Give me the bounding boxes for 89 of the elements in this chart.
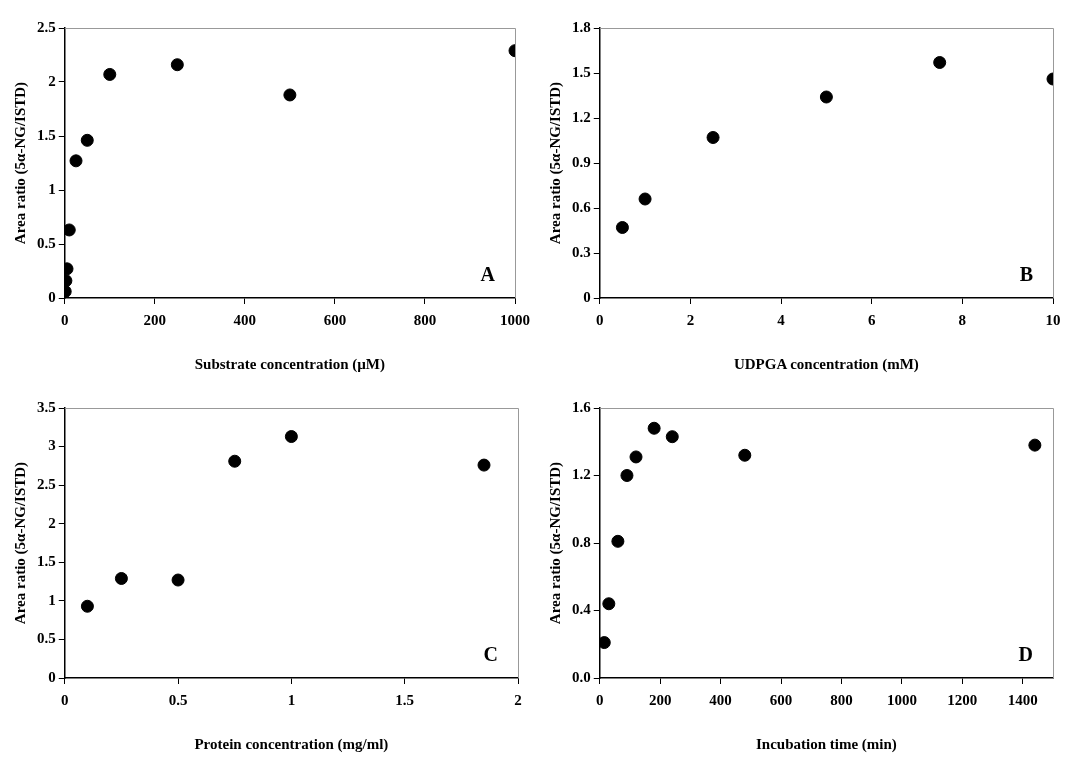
y-tick-label: 1.5	[37, 553, 56, 570]
y-tick-label: 1.2	[572, 108, 591, 125]
x-tick-label: 1400	[1007, 691, 1038, 708]
annotation: D	[1018, 643, 1033, 666]
y-tick-label: 0.9	[572, 153, 591, 170]
y-tick-label: 3	[48, 437, 56, 454]
y-tick-label: 1.2	[572, 466, 591, 483]
point	[615, 221, 629, 234]
x-tick-label: 200	[143, 311, 167, 328]
point	[665, 430, 679, 444]
x-axis-title: UDPGA concentration (mM)	[733, 355, 919, 373]
y-tick-label: 0.6	[572, 198, 592, 215]
point	[228, 454, 242, 468]
point	[171, 573, 185, 587]
x-tick-label: 0	[61, 311, 69, 328]
point	[620, 469, 634, 482]
annotation: A	[480, 263, 496, 286]
point	[284, 430, 298, 444]
y-axis-title: Area ratio (5α-NG/ISTD)	[546, 81, 564, 245]
point	[611, 534, 625, 548]
y-tick-label: 1	[48, 180, 56, 197]
point	[933, 56, 947, 69]
y-tick-label: 0.5	[37, 234, 56, 251]
x-tick-label: 400	[233, 311, 257, 328]
x-axis-title: Substrate concentration (µM)	[194, 355, 386, 373]
y-tick-label: 0.5	[37, 630, 56, 647]
x-tick-label: 1.5	[395, 691, 415, 708]
x-tick-label: 600	[769, 691, 793, 708]
x-tick-label: 2	[686, 311, 695, 328]
x-tick-label: 1200	[947, 691, 978, 708]
x-tick-label: 200	[648, 691, 672, 708]
point	[629, 450, 643, 464]
point	[738, 448, 752, 462]
y-tick-label: 2	[48, 72, 56, 89]
annotation: C	[483, 643, 498, 666]
y-tick-label: 0.4	[572, 601, 592, 618]
point	[477, 458, 491, 472]
y-tick-label: 1.5	[37, 126, 56, 143]
x-tick-label: 6	[867, 311, 876, 328]
x-tick-label: 600	[323, 311, 347, 328]
y-tick-label: 1.8	[572, 18, 591, 35]
point	[283, 88, 297, 102]
point	[170, 58, 184, 72]
y-tick-label: 0	[48, 668, 56, 685]
point	[706, 131, 720, 144]
y-axis-title: Area ratio (5α-NG/ISTD)	[546, 461, 564, 625]
y-tick-label: 3.5	[37, 398, 56, 415]
point	[80, 599, 94, 613]
point	[638, 192, 652, 206]
point	[602, 597, 616, 611]
x-tick-label: 1000	[500, 311, 530, 328]
y-tick-label: 0	[48, 288, 56, 305]
y-tick-label: 1	[48, 591, 56, 608]
y-tick-label: 2.5	[37, 18, 56, 35]
point	[819, 90, 833, 104]
point	[69, 154, 83, 168]
x-tick-label: 0	[596, 311, 604, 328]
y-axis-title: Area ratio (5α-NG/ISTD)	[11, 81, 29, 245]
point	[103, 67, 117, 81]
point	[80, 133, 94, 147]
x-axis-title: Incubation time (min)	[755, 735, 897, 753]
annotation: B	[1019, 263, 1033, 286]
x-tick-label: 4	[777, 311, 786, 328]
y-tick-label: 0	[583, 288, 591, 305]
y-tick-label: 0.3	[572, 243, 591, 260]
x-tick-label: 0	[596, 691, 604, 708]
x-tick-label: 1000	[886, 691, 917, 708]
y-tick-label: 1.5	[572, 63, 591, 80]
point	[647, 421, 661, 435]
x-tick-label: 0	[61, 691, 69, 708]
x-tick-label: 8	[958, 311, 967, 328]
x-axis-title: Protein concentration (mg/ml)	[194, 735, 389, 753]
x-tick-label: 1	[287, 691, 296, 708]
point	[114, 571, 128, 585]
point	[1028, 438, 1042, 452]
y-tick-label: 2	[48, 514, 56, 531]
y-tick-label: 0.8	[572, 533, 591, 550]
x-tick-label: 400	[709, 691, 732, 708]
y-tick-label: 1.6	[572, 398, 592, 415]
x-tick-label: 10	[1045, 311, 1061, 328]
x-tick-label: 2	[514, 691, 522, 708]
x-tick-label: 800	[830, 691, 853, 708]
y-tick-label: 2.5	[37, 476, 56, 493]
y-tick-label: 0.0	[572, 668, 591, 685]
point	[599, 636, 611, 650]
y-axis-title: Area ratio (5α-NG/ISTD)	[11, 461, 29, 625]
x-tick-label: 0.5	[168, 691, 188, 708]
x-tick-label: 800	[413, 311, 437, 328]
point	[64, 223, 76, 237]
